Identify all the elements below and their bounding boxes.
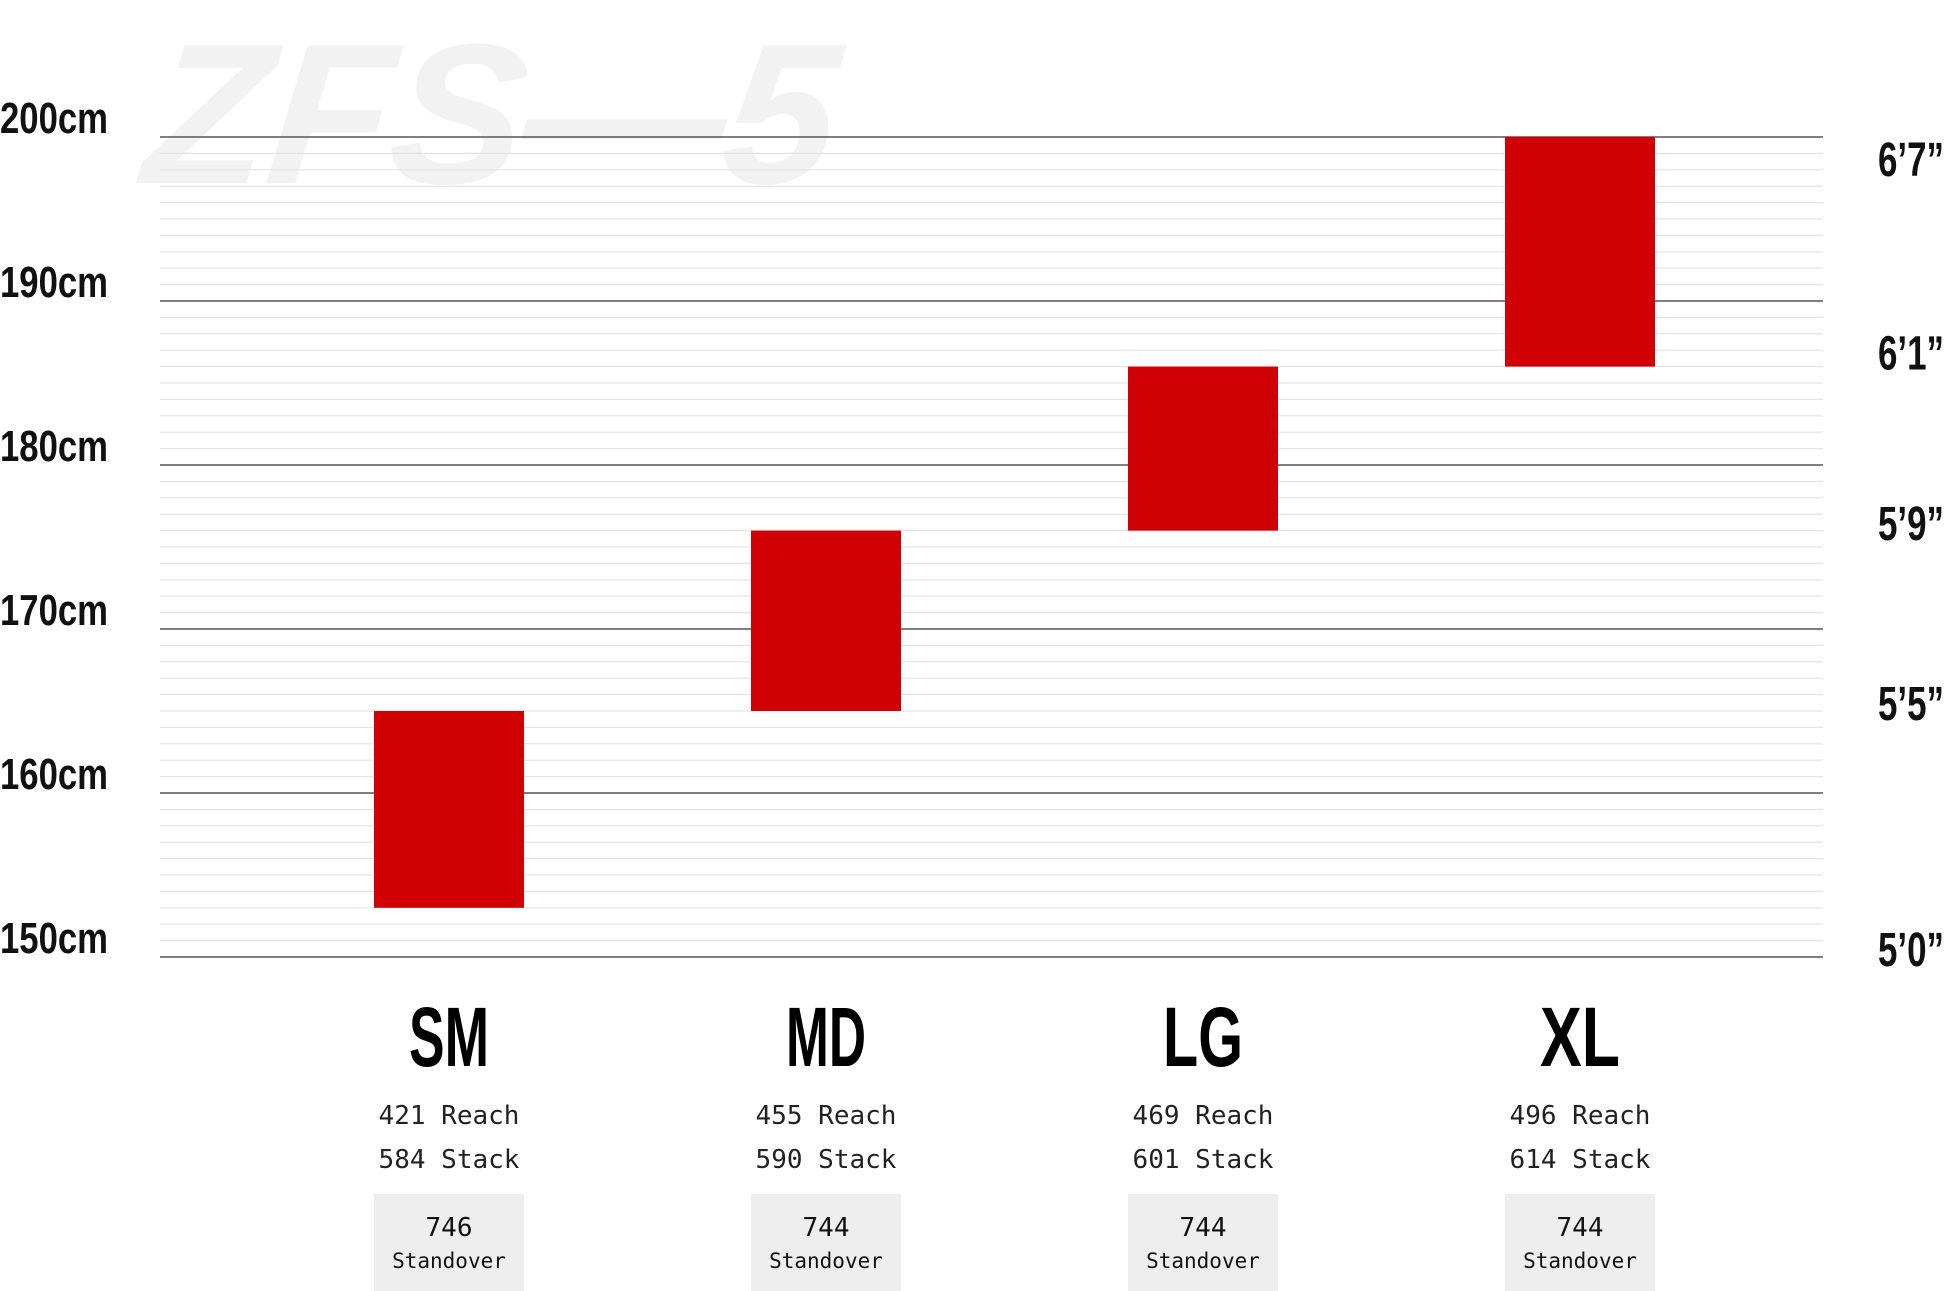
size-label-md: MD: [786, 990, 866, 1084]
standover-box: [374, 1194, 524, 1291]
size-labels: SM MD LG XL: [409, 990, 1620, 1084]
left-tick-label: 200cm: [0, 94, 108, 143]
range-bar-xl: [1505, 137, 1655, 367]
right-tick-label: 6’7”: [1878, 134, 1944, 187]
right-tick-label: 5’0”: [1878, 924, 1944, 977]
size-label-sm: SM: [409, 990, 489, 1084]
standover-value: 744: [803, 1213, 850, 1243]
size-stats-sm: 421 Reach 584 Stack 746 Standover: [374, 1101, 524, 1291]
standover-label: Standover: [1523, 1249, 1637, 1273]
size-range-bars: [374, 137, 1655, 908]
right-tick-label: 5’5”: [1878, 678, 1944, 731]
standover-label: Standover: [392, 1249, 506, 1273]
stack-text: 614 Stack: [1510, 1145, 1651, 1175]
size-label-lg: LG: [1163, 990, 1243, 1084]
right-axis-ft-in: 6’7” 6’1” 5’9” 5’5” 5’0”: [1878, 134, 1944, 977]
size-label-xl: XL: [1540, 990, 1620, 1084]
reach-text: 469 Reach: [1133, 1101, 1274, 1131]
left-tick-label: 170cm: [0, 586, 108, 635]
stack-text: 590 Stack: [756, 1145, 897, 1175]
right-tick-label: 6’1”: [1878, 327, 1944, 380]
range-bar-lg: [1128, 366, 1278, 531]
standover-label: Standover: [769, 1249, 883, 1273]
range-bar-md: [751, 530, 901, 711]
size-stats: 421 Reach 584 Stack 746 Standover 455 Reach 5…: [374, 1101, 1655, 1291]
standover-value: 746: [426, 1213, 473, 1243]
standover-value: 744: [1180, 1213, 1227, 1243]
left-tick-label: 150cm: [0, 914, 108, 963]
left-tick-label: 160cm: [0, 750, 108, 799]
standover-box: [751, 1194, 901, 1291]
standover-value: 744: [1557, 1213, 1604, 1243]
left-tick-label: 190cm: [0, 258, 108, 307]
left-axis-cm: 200cm 190cm 180cm 170cm 160cm 150cm: [0, 94, 108, 963]
watermark-model-name: ZFS—5: [131, 2, 851, 225]
right-tick-label: 5’9”: [1878, 498, 1944, 551]
standover-box: [1505, 1194, 1655, 1291]
stack-text: 601 Stack: [1133, 1145, 1274, 1175]
standover-label: Standover: [1146, 1249, 1260, 1273]
size-stats-xl: 496 Reach 614 Stack 744 Standover: [1505, 1101, 1655, 1291]
reach-text: 455 Reach: [756, 1101, 897, 1131]
standover-box: [1128, 1194, 1278, 1291]
range-bar-sm: [374, 711, 524, 908]
reach-text: 421 Reach: [379, 1101, 520, 1131]
size-stats-lg: 469 Reach 601 Stack 744 Standover: [1128, 1101, 1278, 1291]
stack-text: 584 Stack: [379, 1145, 520, 1175]
reach-text: 496 Reach: [1510, 1101, 1651, 1131]
size-stats-md: 455 Reach 590 Stack 744 Standover: [751, 1101, 901, 1291]
left-tick-label: 180cm: [0, 422, 108, 471]
